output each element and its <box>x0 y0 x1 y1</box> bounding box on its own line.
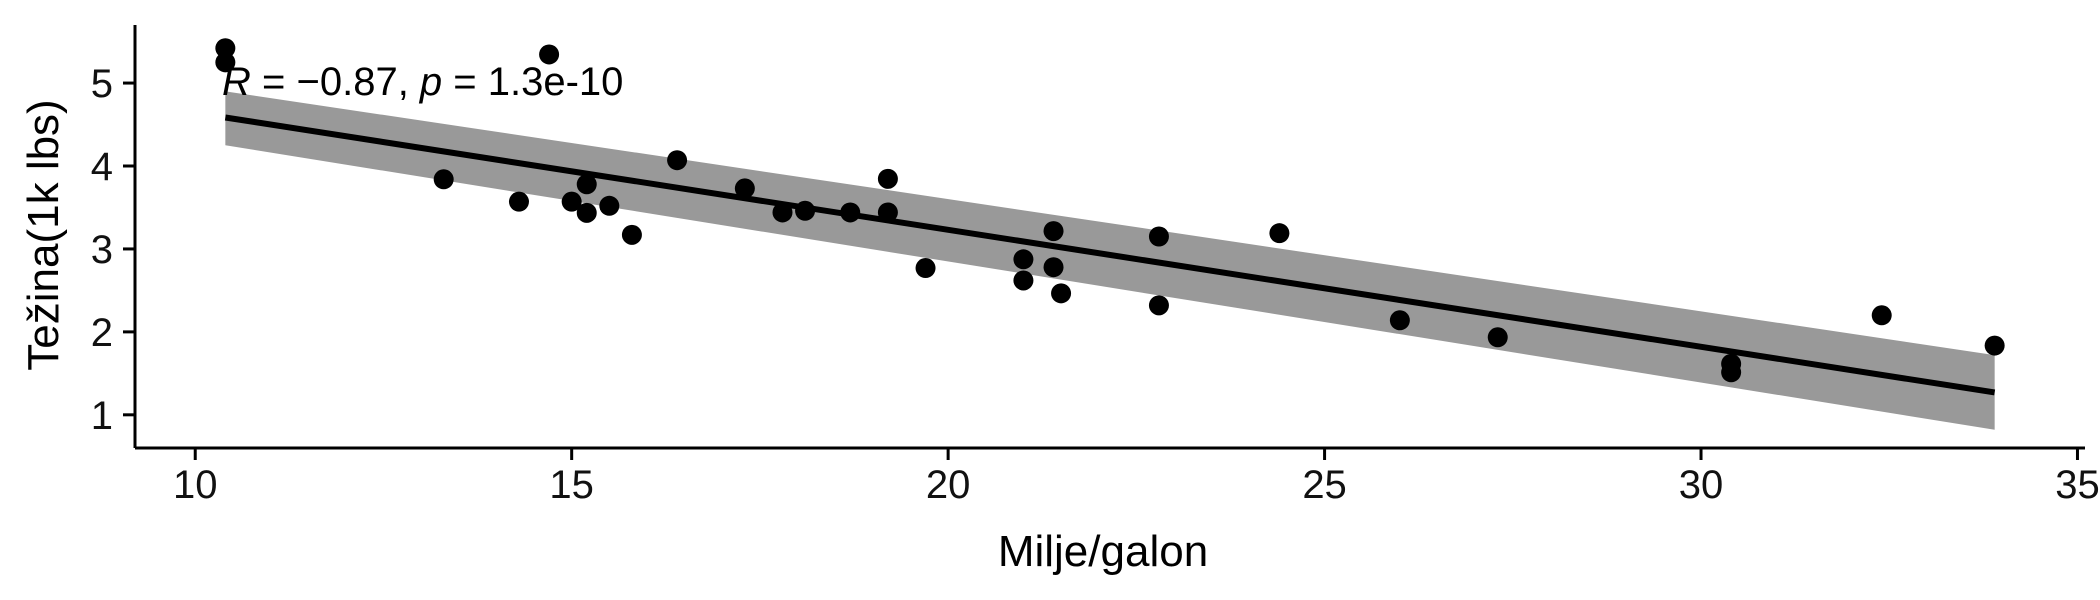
axes-layer <box>123 25 2085 460</box>
x-tick-label-35: 35 <box>2055 463 2100 507</box>
data-point-11 <box>667 150 688 171</box>
x-tick-label-15: 15 <box>549 463 594 507</box>
data-point-10 <box>621 224 642 245</box>
annotation-r-value: = −0.87, <box>251 60 420 104</box>
data-point-12 <box>734 178 755 199</box>
data-point-9 <box>599 195 620 216</box>
data-point-13 <box>772 202 793 223</box>
x-tick-label-25: 25 <box>1302 463 1347 507</box>
data-point-15 <box>840 202 861 223</box>
labels-layer: 10 15 20 25 30 35 1 2 3 4 5 <box>91 62 2100 507</box>
data-point-1 <box>215 38 236 59</box>
data-point-14 <box>795 200 816 221</box>
annotation-r-symbol: R <box>222 60 251 104</box>
y-tick-label-5: 5 <box>91 62 113 106</box>
annotation-stats: R = −0.87, p = 1.3e-10 <box>222 60 623 104</box>
data-point-21 <box>1043 221 1064 242</box>
data-point-18 <box>915 258 936 279</box>
data-point-8 <box>576 202 597 223</box>
data-point-19 <box>1013 249 1034 270</box>
regression-line <box>224 114 1996 396</box>
annotation-p-value: = 1.3e-10 <box>442 60 623 104</box>
x-tick-label-20: 20 <box>926 463 971 507</box>
y-tick-label-4: 4 <box>91 145 113 189</box>
confidence-band <box>225 91 1995 430</box>
data-point-4 <box>433 169 454 190</box>
x-tick-label-10: 10 <box>173 463 218 507</box>
data-point-2 <box>215 52 236 73</box>
data-point-6 <box>561 191 582 212</box>
y-tick-label-2: 2 <box>91 311 113 355</box>
data-point-25 <box>1148 295 1169 316</box>
x-axis-title: Milje/galon <box>998 527 1208 576</box>
data-point-31 <box>1871 305 1892 326</box>
data-point-28 <box>1487 327 1508 348</box>
data-point-23 <box>1051 283 1072 304</box>
y-axis-title: Težina(1k lbs) <box>19 99 68 370</box>
data-point-27 <box>1389 310 1410 331</box>
data-point-3 <box>539 44 560 65</box>
data-point-26 <box>1269 223 1290 244</box>
data-point-32 <box>1984 335 2005 356</box>
data-point-16 <box>877 168 898 189</box>
data-point-7 <box>576 174 597 195</box>
data-point-17 <box>877 202 898 223</box>
confidence-band-layer <box>225 91 1995 430</box>
data-point-5 <box>508 191 529 212</box>
y-tick-label-3: 3 <box>91 228 113 272</box>
data-points-layer <box>215 38 2005 383</box>
data-point-24 <box>1148 226 1169 247</box>
y-tick-label-1: 1 <box>91 394 113 438</box>
data-point-30 <box>1721 362 1742 383</box>
data-point-20 <box>1013 270 1034 291</box>
x-tick-label-30: 30 <box>1679 463 1724 507</box>
data-point-22 <box>1043 257 1064 278</box>
regression-line-layer <box>224 114 1996 396</box>
annotation-p-symbol: p <box>419 60 442 104</box>
